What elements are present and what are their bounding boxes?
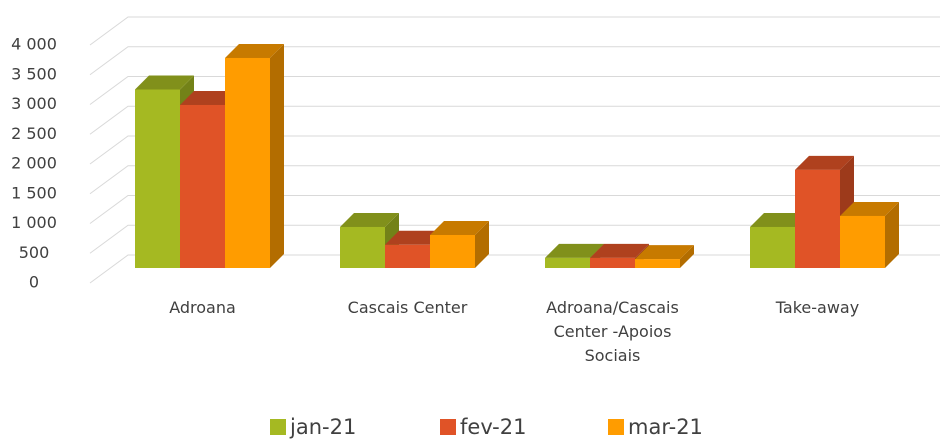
y-tick-label: 500 <box>19 243 50 262</box>
grid-line <box>89 46 940 76</box>
bar-top <box>840 201 899 216</box>
bar-side <box>475 220 489 268</box>
bar <box>635 259 680 268</box>
x-tick-label: Adroana/Cascais Center -Apoios Sociais <box>546 298 679 365</box>
y-tick-label: 4 000 <box>11 35 57 54</box>
bar-top <box>180 90 239 105</box>
y-tick-label: 2 500 <box>11 124 57 143</box>
bar <box>430 234 475 268</box>
bar <box>795 169 840 268</box>
bar <box>225 57 270 269</box>
bar-top <box>635 245 694 260</box>
y-tick-label: 0 <box>29 273 39 292</box>
bar-top <box>545 243 604 258</box>
bar-top <box>590 243 649 258</box>
bar <box>135 89 180 268</box>
bar-top <box>340 212 399 227</box>
legend-label: mar-21 <box>628 415 703 439</box>
bar-top <box>795 155 854 170</box>
x-tick-label: Take-away <box>775 298 860 317</box>
grid-line <box>89 195 940 224</box>
legend-swatch <box>270 419 286 435</box>
bar-side <box>885 201 899 268</box>
x-tick-label: Cascais Center <box>347 298 468 317</box>
legend-swatch <box>440 419 456 435</box>
bar <box>545 257 590 268</box>
y-tick-label: 3 500 <box>11 64 57 83</box>
legend-label: jan-21 <box>289 415 356 439</box>
y-tick-label: 1 000 <box>11 213 57 232</box>
bar-top <box>750 212 809 227</box>
y-tick-label: 1 500 <box>11 183 57 202</box>
bar <box>385 244 430 268</box>
bar <box>340 226 385 268</box>
bar <box>180 104 225 268</box>
bar-top <box>225 43 284 58</box>
grid-line <box>89 224 940 254</box>
bar-top <box>135 75 194 90</box>
grid-line <box>89 135 940 165</box>
grid-line <box>89 76 940 105</box>
legend-swatch <box>608 419 624 435</box>
bar-top <box>430 220 489 235</box>
grid-line <box>89 16 940 46</box>
grid-line <box>89 165 940 195</box>
x-tick-label: Adroana <box>169 298 236 317</box>
bar <box>590 257 635 268</box>
bar-top <box>385 230 444 245</box>
bar <box>840 215 885 268</box>
bar-side <box>270 43 284 269</box>
y-tick-label: 3 000 <box>11 94 57 113</box>
legend-label: fev-21 <box>460 415 526 439</box>
y-tick-label: 2 000 <box>11 154 57 173</box>
bar <box>750 226 795 268</box>
bar-side <box>680 245 694 268</box>
grid-line <box>89 105 940 135</box>
